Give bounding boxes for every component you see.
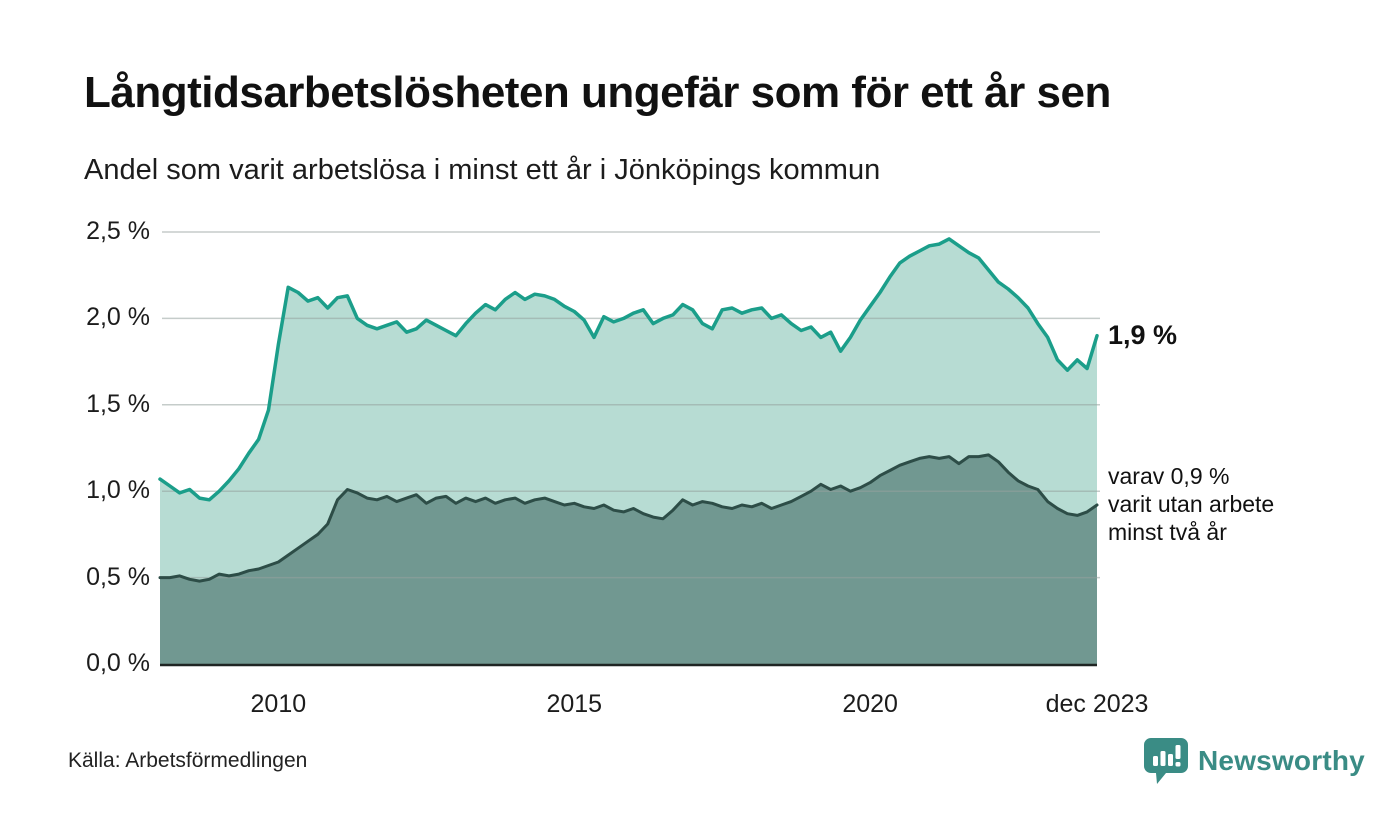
x-axis-tick-label: 2010 bbox=[250, 690, 307, 718]
newsworthy-wordmark: Newsworthy bbox=[1198, 745, 1365, 776]
newsworthy-bubble-icon bbox=[1144, 738, 1188, 784]
source-credit: Källa: Arbetsförmedlingen bbox=[68, 749, 308, 772]
series-line-0 bbox=[158, 237, 1099, 502]
y-axis-tick-label: 2,5 % bbox=[86, 217, 150, 245]
y-axis-tick-label: 0,0 % bbox=[86, 649, 150, 677]
page-title: Långtidsarbetslösheten ungefär som för e… bbox=[84, 68, 1111, 117]
series-end-label-two-year: varav 0,9 % varit utan arbete minst två … bbox=[1108, 462, 1274, 546]
newsworthy-logo: Newsworthy bbox=[1144, 738, 1365, 786]
y-axis-tick-label: 1,0 % bbox=[86, 476, 150, 505]
series-end-label-two-year-line1: varav 0,9 % bbox=[1108, 463, 1230, 489]
y-axis-tick-label: 0,5 % bbox=[86, 562, 150, 591]
y-axis-tick-label: 2,0 % bbox=[86, 303, 150, 332]
x-axis-tick-label: 2015 bbox=[546, 690, 603, 718]
series-end-label-total: 1,9 % bbox=[1108, 320, 1178, 350]
x-axis-tick-label: dec 2023 bbox=[1045, 690, 1149, 718]
y-axis-tick-label: 1,5 % bbox=[86, 389, 150, 418]
series-area-1 bbox=[160, 454, 1097, 664]
chart-subtitle: Andel som varit arbetslösa i minst ett å… bbox=[84, 154, 881, 186]
series-line-1 bbox=[158, 453, 1099, 583]
series-end-label-two-year-line3: minst två år bbox=[1108, 519, 1227, 545]
x-axis-tick-label: 2020 bbox=[842, 690, 898, 718]
series-end-label-two-year-line2: varit utan arbete bbox=[1108, 491, 1275, 517]
